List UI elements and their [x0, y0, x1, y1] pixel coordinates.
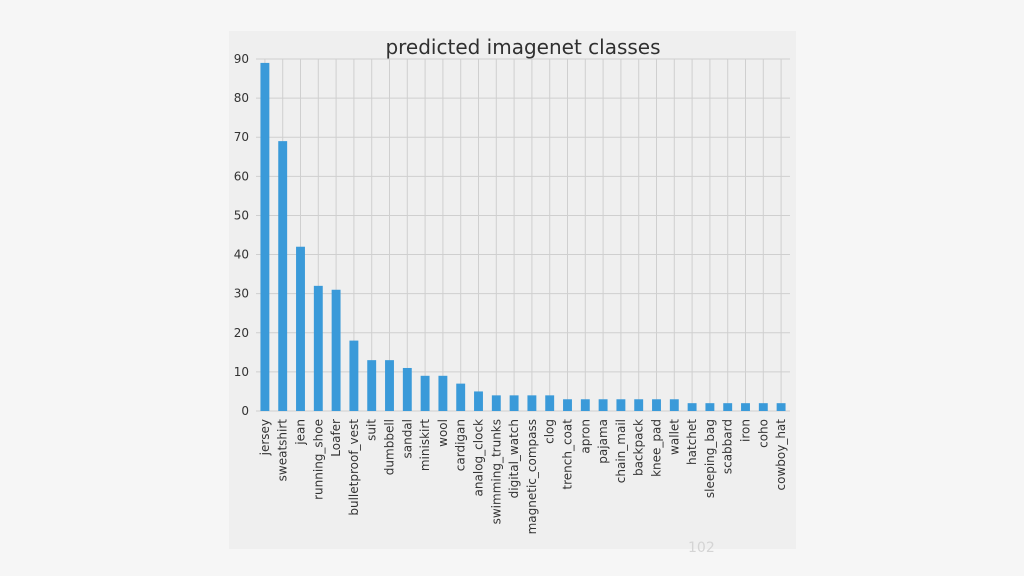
x-tick-label: sandal	[400, 419, 414, 459]
bar-trench_coat	[563, 399, 572, 411]
x-tick-label: Loafer	[329, 419, 343, 457]
bar-cardigan	[456, 383, 466, 411]
x-tick-label: wallet	[667, 419, 681, 455]
bar-iron	[741, 403, 750, 411]
bar-sleeping_bag	[705, 403, 715, 411]
bar-magnetic_compass	[527, 395, 537, 411]
slide-page-number: 102	[688, 540, 715, 556]
x-tick-label: trench_coat	[561, 419, 575, 490]
x-tick-label: knee_pad	[650, 419, 664, 477]
x-tick-label: coho	[756, 419, 770, 448]
chart-figure: predicted imagenet classes 0 10 20 30 40 50 60…	[229, 31, 796, 549]
x-tick-label: hatchet	[685, 419, 699, 465]
x-tick-label: backpack	[632, 419, 646, 476]
x-tick-label: scabbard	[721, 419, 735, 474]
bar-jean	[296, 246, 305, 411]
x-tick-label: swimming_trunks	[489, 419, 503, 524]
x-tick-label: analog_clock	[472, 419, 486, 496]
y-tick-label: 40	[234, 248, 249, 262]
x-tick-label: dumbbell	[383, 419, 397, 475]
x-tick-label: magnetic_compass	[525, 419, 539, 534]
y-tick-label: 50	[234, 208, 249, 222]
bar-swimming_trunks	[491, 395, 501, 411]
bar-analog_clock	[474, 391, 483, 411]
bar-apron	[580, 399, 590, 411]
bar-digital_watch	[509, 395, 519, 411]
bar-backpack	[634, 399, 644, 411]
x-tick-label: iron	[739, 419, 753, 442]
y-tick-label: 10	[234, 365, 249, 379]
bar-suit	[367, 360, 377, 411]
x-tick-label: jean	[294, 419, 308, 446]
bar-hatchet	[687, 403, 697, 411]
y-tick-label: 60	[234, 169, 249, 183]
bar-jersey	[260, 62, 270, 412]
x-tick-label: pajama	[596, 419, 610, 464]
bar-wool	[438, 375, 448, 411]
bar-chain_mail	[616, 399, 626, 411]
bar-running_shoe	[313, 285, 323, 411]
y-tick-label: 90	[234, 52, 249, 66]
bar-clog	[545, 395, 555, 411]
x-tick-label: apron	[578, 419, 592, 454]
x-tick-label: running_shoe	[311, 419, 325, 500]
x-tick-label: digital_watch	[507, 419, 521, 498]
bar-coho	[758, 403, 768, 411]
x-tick-label: clog	[543, 419, 557, 444]
x-tick-label: wool	[436, 419, 450, 447]
y-tick-label: 80	[234, 91, 249, 105]
bar-chart: predicted imagenet classes 0 10 20 30 40 50 60…	[234, 35, 790, 534]
x-tick-label: sweatshirt	[276, 419, 290, 482]
x-tick-label: suit	[365, 419, 379, 441]
bar-dumbbell	[385, 360, 394, 411]
bar-sandal	[402, 367, 412, 411]
bar-Loafer	[331, 289, 341, 411]
y-tick-label: 20	[234, 326, 249, 340]
chart-title: predicted imagenet classes	[385, 35, 660, 59]
y-tick-label: 70	[234, 130, 249, 144]
bar-bulletproof_vest	[349, 340, 359, 411]
bar-miniskirt	[420, 375, 430, 411]
x-tick-label: cowboy_hat	[774, 419, 788, 491]
x-tick-label: bulletproof_vest	[347, 419, 361, 516]
y-tick-label: 30	[234, 287, 249, 301]
x-tick-label: miniskirt	[418, 419, 432, 471]
x-tick-label: sleeping_bag	[703, 419, 717, 498]
y-tick-label: 0	[241, 404, 249, 418]
bar-pajama	[598, 399, 608, 411]
bar-sweatshirt	[278, 141, 288, 411]
x-tick-label: cardigan	[454, 419, 468, 471]
bar-wallet	[669, 399, 679, 411]
bar-scabbard	[723, 403, 733, 411]
bar-knee_pad	[652, 399, 661, 411]
bar-cowboy_hat	[776, 403, 786, 411]
x-tick-label: jersey	[258, 419, 272, 456]
x-tick-label: chain_mail	[614, 419, 628, 483]
